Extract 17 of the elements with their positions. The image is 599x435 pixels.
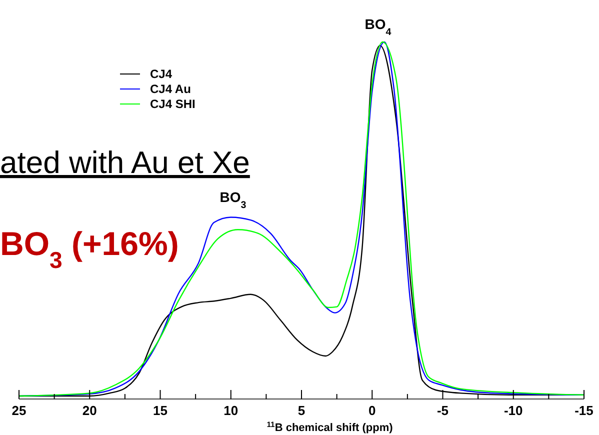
x-tick-label: 15	[153, 403, 168, 418]
x-axis-title: $^{11}$B chemical shift (ppm)	[266, 420, 394, 434]
x-tick-label: -5	[436, 403, 449, 418]
x-tick-label: 10	[224, 403, 238, 418]
annotation: BO$_{3}$	[220, 189, 247, 210]
legend-label: CJ4 SHI	[150, 97, 196, 111]
x-tick-label: 25	[12, 403, 26, 418]
x-tick-label: 0	[368, 403, 376, 418]
x-tick-label: -15	[574, 403, 594, 418]
text: BO$_{4}$	[364, 16, 392, 38]
annotation: ated with Au et Xe	[0, 145, 250, 180]
annotation: BO$_{3}$ (+16%)	[0, 225, 179, 273]
legend-label: CJ4	[150, 67, 172, 81]
legend-label: CJ4 Au	[150, 82, 191, 96]
x-tick-label: 5	[298, 403, 306, 418]
x-tick-label: 20	[82, 403, 97, 418]
x-tick-label: -10	[504, 403, 523, 418]
